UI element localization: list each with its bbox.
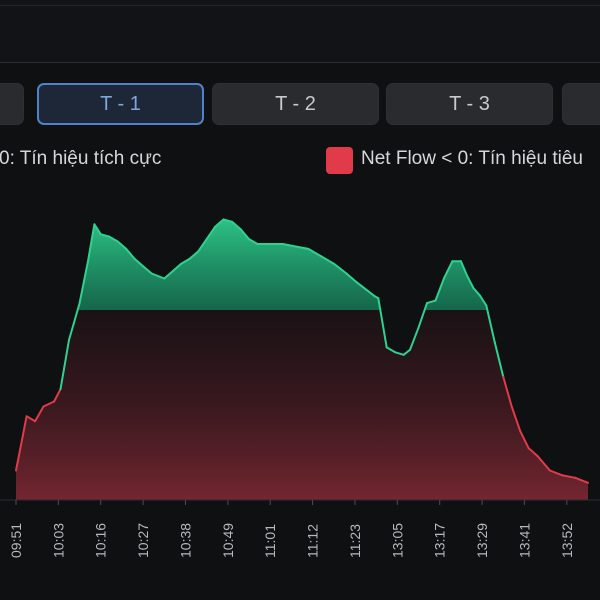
tab-t-3[interactable]: T - 3 <box>386 83 553 125</box>
net-flow-segment <box>442 260 454 280</box>
net-flow-segment <box>519 430 530 450</box>
net-flow-segment <box>108 235 119 243</box>
net-flow-segment <box>248 238 259 245</box>
net-flow-segment <box>354 279 363 287</box>
x-tick-label: 10:27 <box>135 523 151 558</box>
net-flow-segment <box>231 220 242 231</box>
net-flow-segment <box>188 250 200 260</box>
net-flow-segment <box>87 223 96 263</box>
net-flow-segment <box>116 240 128 250</box>
net-flow-segment <box>307 247 323 258</box>
net-flow-segment <box>417 302 428 329</box>
net-flow-segment <box>466 275 475 290</box>
net-flow-segment <box>133 257 145 268</box>
net-flow-segment <box>239 228 250 241</box>
net-flow-segment <box>345 272 356 282</box>
net-flow-segment <box>366 289 375 297</box>
net-flow-segment <box>281 243 297 248</box>
net-flow-segment <box>205 225 217 241</box>
net-flow-segment <box>385 346 397 354</box>
x-tick-label: 10:38 <box>178 523 194 558</box>
tab-t-2[interactable]: T - 2 <box>212 83 379 125</box>
net-flow-segment <box>171 262 183 273</box>
net-flow-segment <box>59 339 70 391</box>
net-flow-segment <box>25 415 37 423</box>
net-flow-segment <box>142 265 153 275</box>
x-tick-label: 10:16 <box>93 523 109 558</box>
period-tabs: T - 1 T - 2 T - 3 <box>0 83 600 127</box>
net-flow-segment <box>409 326 420 351</box>
net-flow-segment <box>163 270 174 280</box>
x-tick-label: 10:03 <box>50 523 66 558</box>
net-flow-segment <box>426 299 437 305</box>
toolbar-divider <box>0 5 600 6</box>
net-flow-segment <box>150 272 159 277</box>
net-flow-segment <box>510 405 522 433</box>
net-flow-segment <box>125 247 136 260</box>
net-flow-segment <box>180 257 191 265</box>
net-flow-segment <box>320 255 335 265</box>
net-flow-segment <box>536 454 551 472</box>
x-tick-label: 11:01 <box>262 524 278 558</box>
net-flow-segment <box>53 388 62 403</box>
x-tick-label: 11:12 <box>305 524 321 558</box>
x-tick-label: 13:29 <box>474 523 490 558</box>
net-flow-segment <box>527 447 539 457</box>
x-tick-label: 13:17 <box>432 523 448 558</box>
chart-legend: 0: Tín hiệu tích cực Net Flow < 0: Tín h… <box>0 140 600 180</box>
net-flow-segment <box>42 400 56 408</box>
net-flow-segment <box>502 375 513 408</box>
net-flow-segment <box>156 275 166 280</box>
net-flow-segment <box>561 474 577 479</box>
net-flow-segment <box>93 223 102 236</box>
tab-next[interactable] <box>562 83 600 125</box>
tab-t-1[interactable]: T - 1 <box>37 83 204 125</box>
net-flow-segment <box>197 238 208 253</box>
net-flow-segment <box>479 294 488 307</box>
net-flow-segment <box>493 341 505 378</box>
net-flow-segment <box>222 218 234 223</box>
net-flow-segment <box>377 297 388 349</box>
net-flow-segment <box>402 348 411 356</box>
x-tick-label: 13:41 <box>516 523 532 558</box>
x-tick-label: 09:51 <box>8 523 24 558</box>
net-flow-segment <box>15 415 28 472</box>
net-flow-segment <box>332 262 348 275</box>
net-flow-segment <box>574 476 589 484</box>
x-tick-label: 13:52 <box>559 523 575 558</box>
net-flow-segment <box>459 260 469 277</box>
tab-previous[interactable] <box>0 83 24 125</box>
net-flow-segment <box>214 218 225 228</box>
net-flow-segment <box>99 233 111 238</box>
x-tick-label: 10:49 <box>220 523 236 558</box>
net-flow-segment <box>434 277 445 302</box>
positive-area <box>77 219 488 310</box>
legend-negative-label: Net Flow < 0: Tín hiệu tiêu <box>361 148 583 169</box>
net-flow-segment <box>34 405 45 423</box>
net-flow-segment <box>394 351 405 356</box>
x-tick-label: 13:05 <box>389 523 405 558</box>
net-flow-segment <box>485 304 496 344</box>
net-flow-segment <box>68 302 81 341</box>
legend-negative-swatch <box>326 147 353 174</box>
negative-area <box>16 310 588 500</box>
top-toolbar <box>0 0 600 63</box>
legend-positive-label: 0: Tín hiệu tích cực <box>0 148 162 169</box>
net-flow-segment <box>360 284 369 292</box>
net-flow-segment <box>472 287 481 297</box>
net-flow-segment <box>548 469 564 477</box>
net-flow-segment <box>78 260 89 305</box>
net-flow-segment <box>294 245 310 250</box>
x-tick-label: 11:23 <box>347 524 363 558</box>
